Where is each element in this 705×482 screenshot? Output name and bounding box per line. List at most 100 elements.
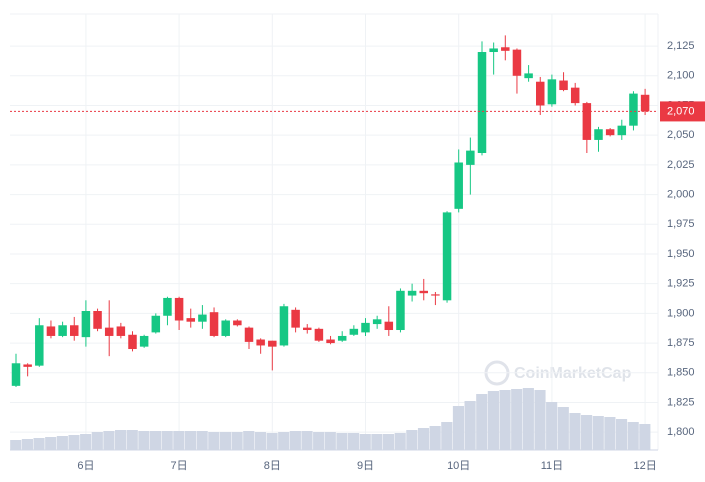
volume-bar [511,389,523,450]
volume-bar [546,402,558,450]
x-tick-label: 9日 [357,460,374,472]
candle-body [547,79,557,105]
y-tick-label: 1,850 [667,367,695,379]
candle-body [477,52,487,153]
candle-body [128,334,137,350]
y-tick-label: 2,025 [667,159,695,171]
y-tick-label: 2,000 [667,188,695,200]
candle-body [629,93,638,126]
candle-body [407,290,417,296]
candle-body [384,321,394,331]
volume-bar [534,390,546,450]
y-tick-label: 2,125 [667,40,695,52]
candle-body [466,150,475,165]
x-tick-label: 12日 [633,460,656,472]
volume-bar [313,432,325,450]
x-tick-label: 6日 [77,460,94,472]
candle-body [396,290,405,331]
candle-body [594,129,603,140]
volume-bar [138,431,150,450]
volume-bar [80,434,92,450]
candle-body [559,80,568,91]
volume-bar [278,432,290,450]
candle-body [524,73,533,79]
candle-body [582,103,592,140]
candle-body [70,325,79,336]
volume-bar [21,439,33,450]
y-tick-label: 1,825 [667,396,695,408]
volume-bar [592,416,604,450]
volume-bar [208,432,220,450]
y-tick-label: 1,950 [667,248,695,260]
candle-body [501,47,510,51]
candle-body [81,311,91,338]
volume-bar [476,394,488,450]
candle-body [268,340,277,347]
candle-body [58,325,67,336]
volume-bar [348,433,360,450]
candle-body [442,212,452,301]
candle-body [536,81,545,106]
volume-bar [161,431,173,450]
candle-body [244,327,254,342]
candle-body [279,306,289,346]
candle-body [139,335,149,347]
candle-body [151,315,161,333]
candle-body [104,327,114,336]
watermark-text: CoinMarketCap [514,365,632,382]
volume-bar [382,434,395,450]
volume-bar [289,431,301,450]
y-tick-label: 1,875 [667,337,695,349]
volume-bar [184,431,197,450]
volume-bar [56,436,68,450]
candle-body [163,297,172,316]
volume-bar [196,431,208,450]
candle-body [291,309,300,328]
volume-bar [581,415,593,450]
candle-body [640,94,650,112]
volume-bar [429,426,441,450]
volume-bar [406,430,418,450]
x-tick-label: 8日 [264,460,281,472]
volume-bar [417,428,430,450]
candle-body [419,290,428,294]
candle-body [221,320,230,336]
candle-body [303,327,312,331]
y-tick-label: 2,100 [667,70,695,82]
volume-bar [10,440,22,450]
candle-body [174,297,184,321]
y-tick-label: 1,975 [667,218,695,230]
candle-body [186,318,195,322]
y-tick-label: 1,800 [667,426,695,438]
volume-bar [639,424,651,450]
volume-bar [464,401,476,450]
candle-body [314,328,324,341]
volume-bar [487,391,499,450]
candle-body [46,326,56,336]
volume-bar [173,431,185,450]
volume-bar [103,431,115,450]
volume-bar [522,388,534,450]
candle-body [116,326,126,336]
candle-body [256,339,265,346]
candle-body [454,162,463,209]
x-tick-label: 7日 [171,460,188,472]
candle-body [372,319,382,325]
volume-bar [45,437,57,450]
volume-bar [359,434,371,450]
x-tick-label: 10日 [447,460,470,472]
volume-bar [604,417,616,450]
volume-bar [336,433,348,450]
volume-bar [324,432,336,450]
candle-body [35,325,44,366]
volume-bar [371,434,383,450]
volume-bar [149,431,162,450]
candle-body [349,328,359,335]
y-tick-label: 1,925 [667,278,695,290]
volume-bar [394,433,406,450]
candle-body [605,129,615,136]
volume-bar [627,422,639,450]
volume-bar [91,432,103,450]
candle-body [233,320,242,326]
candle-body [337,335,347,341]
